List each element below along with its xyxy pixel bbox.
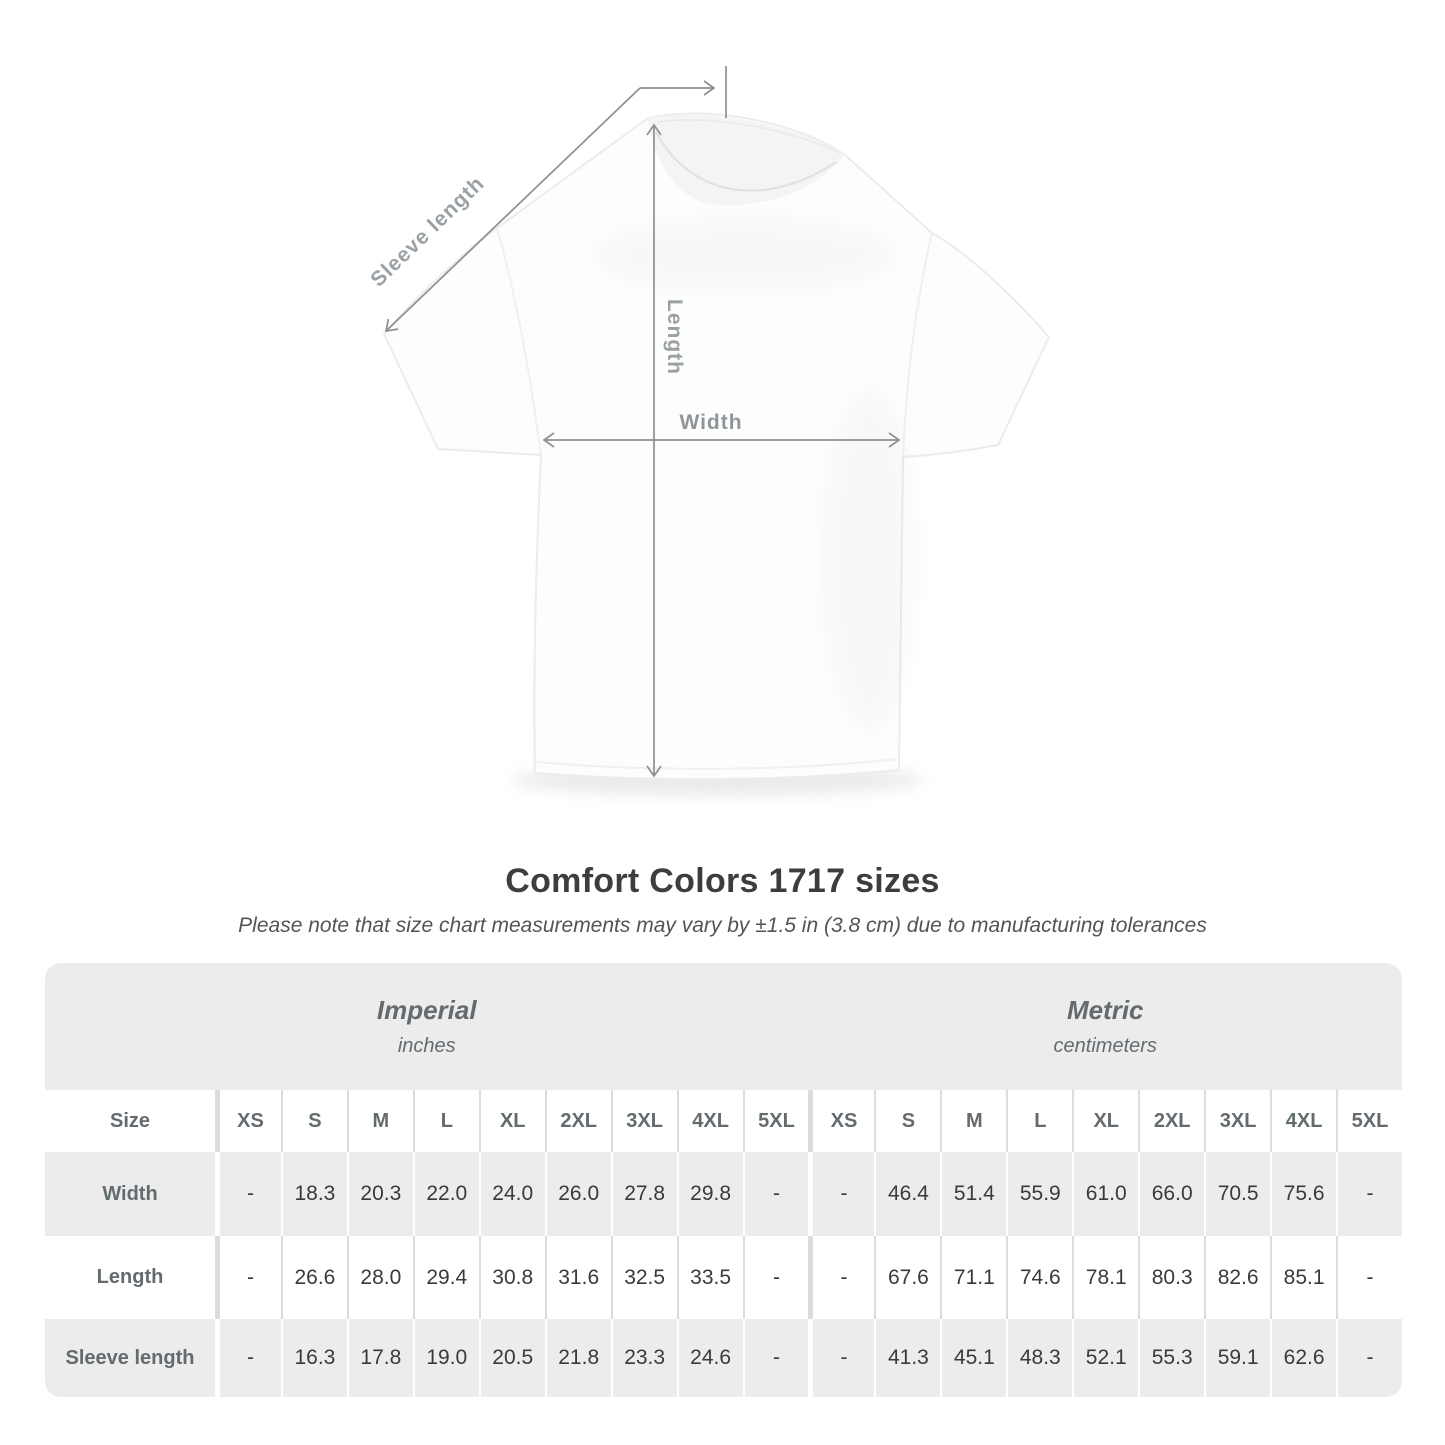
size-header-metric-4xl: 4XL [1270,1090,1337,1152]
value-cell: 33.5 [676,1236,743,1319]
size-header-imperial-xs: XS [215,1090,281,1152]
size-header-metric-l: L [1006,1090,1073,1152]
value-cell: - [808,1152,875,1236]
value-cell: 71.1 [940,1236,1007,1319]
value-cell: 20.3 [346,1152,413,1236]
tolerance-note: Please note that size chart measurements… [238,914,1207,937]
length-label: Length [663,299,686,375]
page-title: Comfort Colors 1717 sizes [505,862,940,900]
size-header-imperial-5xl: 5XL [742,1090,809,1152]
value-cell: - [1336,1319,1402,1397]
size-header-metric-m: M [940,1090,1007,1152]
unit-group-unit: centimeters [1053,1035,1157,1057]
value-cell: 18.3 [280,1152,347,1236]
value-cell: 75.6 [1270,1152,1337,1236]
value-cell: 24.0 [478,1152,545,1236]
width-label: Width [679,411,743,434]
value-cell: 70.5 [1204,1152,1271,1236]
value-cell: 20.5 [478,1319,545,1397]
sleeve-length-arrow [384,66,727,333]
value-cell: 45.1 [940,1319,1007,1397]
value-cell: 24.6 [676,1319,743,1397]
value-cell: 82.6 [1204,1236,1271,1319]
value-cell: 32.5 [610,1236,677,1319]
size-column-header: Size [45,1090,215,1152]
value-cell: 26.0 [544,1152,611,1236]
size-header-metric-3xl: 3XL [1204,1090,1271,1152]
value-cell: 85.1 [1270,1236,1337,1319]
size-header-imperial-2xl: 2XL [544,1090,611,1152]
size-header-metric-5xl: 5XL [1336,1090,1402,1152]
value-cell: 17.8 [346,1319,413,1397]
value-cell: - [1336,1236,1402,1319]
unit-group-name: Imperial [376,995,477,1025]
tshirt-shape [383,112,1050,781]
value-cell: 66.0 [1138,1152,1205,1236]
unit-group-imperial: Imperial inches [45,963,809,1090]
value-cell: 26.6 [280,1236,347,1319]
value-cell: 55.3 [1138,1319,1205,1397]
value-cell: 67.6 [874,1236,941,1319]
value-cell: 62.6 [1270,1319,1337,1397]
heading: Comfort Colors 1717 sizes Please note th… [0,862,1445,938]
unit-group-name: Metric [1066,995,1144,1025]
size-header-imperial-4xl: 4XL [676,1090,743,1152]
size-header-imperial-3xl: 3XL [610,1090,677,1152]
value-cell: - [742,1236,809,1319]
value-cell: - [215,1319,281,1397]
value-cell: 61.0 [1072,1152,1139,1236]
value-cell: 51.4 [940,1152,1007,1236]
tshirt-illustration [383,66,1050,796]
value-cell: 22.0 [412,1152,479,1236]
row-label-sleeve-length: Sleeve length [45,1319,215,1397]
value-cell: 48.3 [1006,1319,1073,1397]
value-cell: 27.8 [610,1152,677,1236]
size-header-metric-xl: XL [1072,1090,1139,1152]
size-header-imperial-m: M [346,1090,413,1152]
value-cell: 29.4 [412,1236,479,1319]
unit-group-metric: Metric centimeters [808,963,1402,1090]
size-header-imperial-s: S [280,1090,347,1152]
value-cell: 41.3 [874,1319,941,1397]
value-cell: 74.6 [1006,1236,1073,1319]
value-cell: 31.6 [544,1236,611,1319]
size-header-imperial-xl: XL [478,1090,545,1152]
value-cell: 30.8 [478,1236,545,1319]
value-cell: - [215,1152,281,1236]
size-header-imperial-l: L [412,1090,479,1152]
value-cell: 23.3 [610,1319,677,1397]
value-cell: 16.3 [280,1319,347,1397]
value-cell: 55.9 [1006,1152,1073,1236]
value-cell: 19.0 [412,1319,479,1397]
row-label-length: Length [45,1236,215,1319]
value-cell: - [742,1152,809,1236]
value-cell: 21.8 [544,1319,611,1397]
size-table: Imperial inches Metric centimeters Size … [45,963,1402,1397]
value-cell: - [215,1236,281,1319]
row-label-width: Width [45,1152,215,1236]
value-cell: 80.3 [1138,1236,1205,1319]
value-cell: - [808,1236,875,1319]
value-cell: 46.4 [874,1152,941,1236]
size-header-metric-2xl: 2XL [1138,1090,1205,1152]
value-cell: 78.1 [1072,1236,1139,1319]
value-cell: 29.8 [676,1152,743,1236]
value-cell: 28.0 [346,1236,413,1319]
value-cell: - [1336,1152,1402,1236]
unit-group-unit: inches [397,1035,456,1057]
value-cell: 59.1 [1204,1319,1271,1397]
value-cell: - [742,1319,809,1397]
size-header-metric-s: S [874,1090,941,1152]
value-cell: - [808,1319,875,1397]
value-cell: 52.1 [1072,1319,1139,1397]
shirt-measurement-diagram: Sleeve length Length Width [366,66,1050,796]
size-header-metric-xs: XS [808,1090,875,1152]
